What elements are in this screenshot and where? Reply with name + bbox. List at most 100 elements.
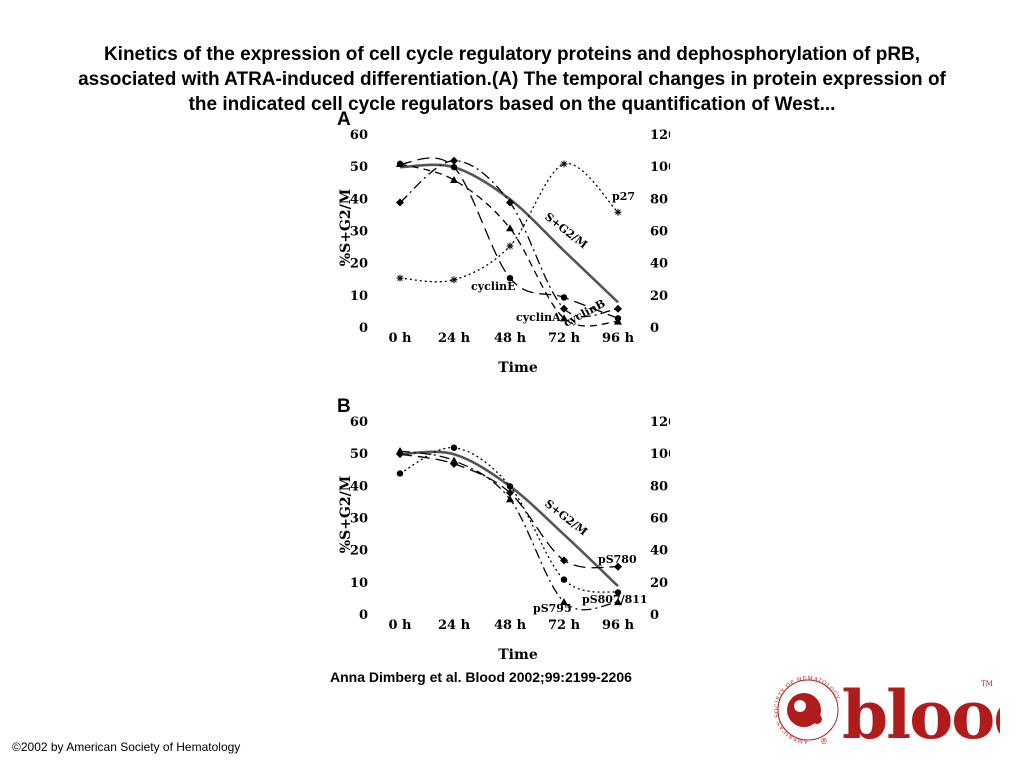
data-point-ps795 — [614, 598, 622, 606]
right-axis-tick-label: 80 — [650, 192, 668, 207]
data-point-p27 — [560, 160, 568, 168]
data-point-ps795 — [450, 456, 458, 464]
data-point-ps795 — [396, 446, 404, 454]
left-axis-tick-label: 30 — [350, 512, 368, 527]
left-axis-title: %S+G2/M — [338, 476, 354, 553]
x-axis-title: Time — [498, 647, 538, 663]
series-label-cyclina: cyclinA — [516, 311, 561, 324]
registered-mark: ® — [820, 737, 828, 746]
right-axis-tick-label: 120 — [650, 415, 670, 430]
panel-a-label: A — [337, 109, 351, 130]
trademark-mark: TM — [981, 680, 993, 688]
data-point-cycline — [450, 156, 458, 165]
blood-journal-logo: AMERICAN SOCIETY OF HEMATOLOGY ® blood T… — [770, 672, 1024, 754]
series-label-ps780: pS780 — [598, 553, 637, 566]
data-point-ps780 — [614, 562, 622, 571]
right-axis-tick-label: 40 — [650, 544, 668, 559]
logo-wordmark: blood — [842, 676, 1000, 750]
data-point-cyclina — [450, 176, 458, 184]
data-point-ps780 — [450, 459, 458, 468]
left-axis-tick-label: 60 — [350, 128, 368, 143]
data-point-cycline — [560, 304, 568, 313]
data-point-p27 — [450, 276, 458, 284]
series-ps795: pS795 — [396, 446, 622, 615]
right-axis-tick-label: 120 — [650, 128, 670, 143]
data-point-ps807-811 — [396, 470, 404, 477]
series-p27: p27 — [396, 160, 635, 284]
right-axis-tick-label: 60 — [650, 225, 668, 240]
series-line-cyclinb — [399, 157, 619, 319]
right-axis-tick-label: 100 — [650, 447, 670, 462]
data-point-ps807-811 — [450, 444, 458, 451]
title-line-3: the indicated cell cycle regulators base… — [188, 94, 836, 115]
data-point-cyclina — [560, 314, 568, 322]
series-s-g2-m: S+G2/M — [399, 450, 619, 588]
series-label-s-g2-m: S+G2/M — [542, 210, 590, 251]
right-axis-tick-label: 100 — [650, 160, 670, 175]
series-line-ps807-811 — [399, 447, 619, 594]
series-cycline: cyclinE — [396, 156, 622, 318]
data-point-ps807-811 — [614, 589, 622, 596]
series-ps807-811: pS807/811 — [396, 444, 648, 606]
left-axis-tick-label: 30 — [350, 225, 368, 240]
left-axis-tick-label: 50 — [350, 447, 368, 462]
right-axis-tick-label: 60 — [650, 512, 668, 527]
left-axis-tick-label: 0 — [359, 608, 368, 623]
x-axis-tick-label: 0 h — [388, 331, 412, 346]
title-line-2: associated with ATRA-induced differentia… — [78, 69, 946, 90]
right-axis-tick-label: 40 — [650, 257, 668, 272]
x-axis-tick-label: 96 h — [602, 618, 635, 633]
series-line-cyclina — [399, 163, 619, 327]
panel-a-chart: 0 10 20 30 40 50 60 0 20 40 60 80 100 120 0 h 24 h 48 h 7… — [338, 128, 670, 376]
series-line-p27 — [399, 163, 619, 283]
series-label-p27: p27 — [612, 190, 635, 203]
x-axis-title: Time — [498, 360, 538, 376]
data-point-cycline — [506, 198, 514, 207]
series-ps780: pS780 — [396, 450, 637, 571]
title-line-1: Kinetics of the expression of cell cycle… — [103, 44, 921, 65]
data-point-ps780 — [560, 556, 568, 565]
data-point-cyclinb — [506, 274, 514, 282]
panel-b-chart: 0 10 20 30 40 50 60 0 20 40 60 80 100 120 0 h 24 h 48 h 7… — [338, 415, 670, 663]
blood-cell-highlight-icon — [794, 700, 806, 712]
data-point-cyclinb — [614, 315, 622, 322]
series-label-s-g2-m: S+G2/M — [542, 497, 590, 538]
right-axis-tick-label: 80 — [650, 479, 668, 494]
data-point-cyclina — [506, 224, 514, 232]
series-line-ps780 — [399, 453, 619, 569]
data-point-ps780 — [396, 450, 404, 459]
x-axis-tick-label: 0 h — [388, 618, 412, 633]
x-axis-tick-label: 24 h — [438, 618, 471, 633]
left-axis-tick-label: 0 — [359, 321, 368, 336]
panel-b-label: B — [337, 396, 351, 417]
left-axis-title: %S+G2/M — [338, 189, 354, 266]
data-point-p27 — [506, 242, 514, 250]
series-label-ps807-811: pS807/811 — [582, 593, 648, 606]
left-axis-tick-label: 20 — [350, 257, 368, 272]
series-label-cycline: cyclinE — [471, 280, 516, 293]
left-axis-tick-label: 10 — [350, 289, 368, 304]
data-point-cyclinb — [560, 294, 568, 301]
copyright-notice: ©2002 by American Society of Hematology — [12, 740, 241, 754]
data-point-cyclinb — [396, 160, 404, 168]
series-label-ps795: pS795 — [533, 602, 572, 615]
data-point-cyclinb — [450, 163, 458, 171]
right-axis-tick-label: 0 — [650, 321, 659, 336]
x-axis-tick-label: 72 h — [548, 618, 581, 633]
right-axis-tick-label: 20 — [650, 576, 668, 591]
data-point-p27 — [396, 274, 404, 282]
data-point-ps795 — [506, 495, 514, 503]
slide-title: Kinetics of the expression of cell cycle… — [20, 42, 1004, 117]
data-point-cycline — [396, 198, 404, 207]
citation: Anna Dimberg et al. Blood 2002;99:2199-2… — [330, 669, 632, 685]
data-point-ps807-811 — [506, 483, 514, 490]
data-point-p27 — [614, 208, 622, 216]
logo-ring — [777, 679, 839, 741]
data-point-ps780 — [506, 488, 514, 497]
right-axis-tick-label: 20 — [650, 289, 668, 304]
data-point-cycline — [614, 304, 622, 313]
small-blood-cell-icon — [812, 714, 822, 724]
left-axis-tick-label: 10 — [350, 576, 368, 591]
data-point-ps795 — [560, 598, 568, 606]
x-axis-tick-label: 24 h — [438, 331, 471, 346]
